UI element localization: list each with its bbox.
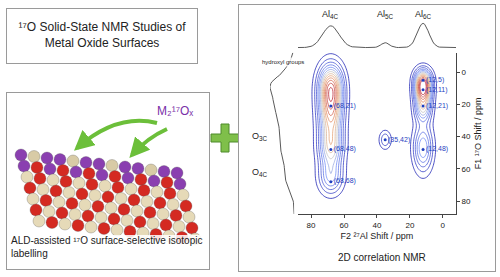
svg-text:60: 60 xyxy=(340,221,349,230)
svg-text:(12,11): (12,11) xyxy=(426,86,448,94)
svg-text:F1 ¹⁷O Shift / ppm: F1 ¹⁷O Shift / ppm xyxy=(473,97,483,169)
svg-text:(35,42): (35,42) xyxy=(388,136,410,144)
svg-text:Al​5C​: Al​5C​ xyxy=(377,9,394,20)
svg-text:M₂¹⁷Oₓ: M₂¹⁷Oₓ xyxy=(157,104,193,118)
svg-text:(68,48): (68,48) xyxy=(334,145,356,153)
svg-text:80: 80 xyxy=(307,221,316,230)
html-text:¹⁷O Solid-State NMR Studies of: ¹⁷O Solid-State NMR Studies of Metal Oxi… xyxy=(18,20,186,50)
svg-text:0: 0 xyxy=(441,221,446,230)
svg-text:(68,68): (68,68) xyxy=(334,177,356,185)
svg-text:80: 80 xyxy=(462,197,471,206)
html-text:ALD-assisted ¹⁷O surface-selec: ALD-assisted ¹⁷O surface-selective isoto… xyxy=(11,235,203,259)
svg-text:40: 40 xyxy=(372,221,381,230)
svg-text:(12,5): (12,5) xyxy=(426,76,444,84)
svg-text:O​4C​: O​4C​ xyxy=(252,167,268,178)
svg-text:20: 20 xyxy=(405,221,414,230)
svg-text:(12,48): (12,48) xyxy=(426,145,448,153)
svg-text:(68,21): (68,21) xyxy=(334,102,356,110)
svg-text:F2 ²⁷Al Shift / ppm: F2 ²⁷Al Shift / ppm xyxy=(341,231,414,241)
svg-text:hydroxyl groups: hydroxyl groups xyxy=(262,59,304,65)
svg-text:60: 60 xyxy=(462,165,471,174)
svg-text:Al​6C​: Al​6C​ xyxy=(415,9,432,20)
svg-text:20: 20 xyxy=(462,100,471,109)
svg-text:Al​4C​: Al​4C​ xyxy=(322,9,339,20)
svg-text:O​3C​: O​3C​ xyxy=(252,131,268,142)
svg-text:2D correlation NMR: 2D correlation NMR xyxy=(338,252,426,263)
svg-text:40: 40 xyxy=(462,132,471,141)
svg-text:0: 0 xyxy=(462,68,467,77)
svg-text:(12,21): (12,21) xyxy=(426,102,448,110)
